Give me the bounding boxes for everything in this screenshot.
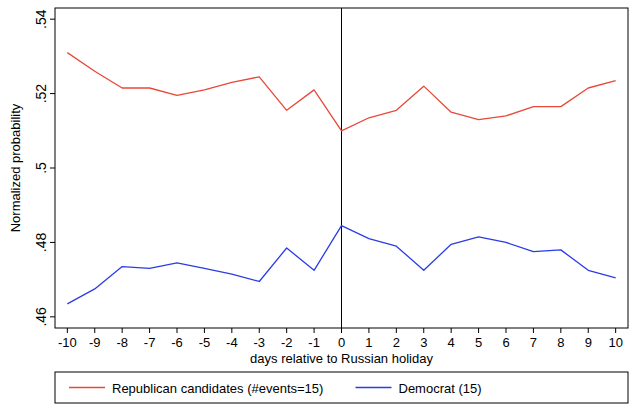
- x-tick: [368, 328, 369, 333]
- x-tick: [177, 328, 178, 333]
- x-tick-label: 9: [585, 335, 592, 350]
- x-tick: [560, 328, 561, 333]
- x-tick-label: -10: [58, 335, 77, 350]
- x-tick-label: 4: [448, 335, 455, 350]
- y-axis-label: Normalized probability: [8, 103, 23, 232]
- y-tick: [50, 168, 55, 169]
- x-tick: [231, 328, 232, 333]
- plot-area: [67, 8, 615, 328]
- x-tick-label: -1: [308, 335, 320, 350]
- x-tick: [615, 328, 616, 333]
- x-tick: [396, 328, 397, 333]
- x-tick: [286, 328, 287, 333]
- y-tick-label: .52: [33, 84, 49, 104]
- x-tick-label: 6: [502, 335, 509, 350]
- x-tick: [122, 328, 123, 333]
- x-tick: [588, 328, 589, 333]
- y-tick-label: .46: [33, 307, 49, 327]
- x-tick: [314, 328, 315, 333]
- x-tick: [423, 328, 424, 333]
- y-tick-label: .54: [33, 9, 49, 29]
- x-axis-label: days relative to Russian holiday: [250, 351, 433, 366]
- x-tick-label: 3: [420, 335, 427, 350]
- x-tick-label: -4: [226, 335, 238, 350]
- x-tick: [204, 328, 205, 333]
- x-tick-label: -8: [116, 335, 128, 350]
- x-tick-label: 8: [557, 335, 564, 350]
- x-tick: [67, 328, 68, 333]
- x-tick: [341, 328, 342, 333]
- y-tick-label: .48: [33, 232, 49, 252]
- series-line: [67, 53, 615, 131]
- series-line: [67, 226, 615, 304]
- legend-label: Republican candidates (#events=15): [112, 381, 323, 396]
- x-tick: [94, 328, 95, 333]
- y-tick: [50, 93, 55, 94]
- x-tick: [451, 328, 452, 333]
- x-tick-label: -2: [281, 335, 293, 350]
- x-tick-label: 2: [393, 335, 400, 350]
- legend-label: Democrat (15): [399, 381, 482, 396]
- x-tick: [149, 328, 150, 333]
- legend-swatch: [356, 387, 392, 388]
- plot-frame: [55, 8, 628, 328]
- x-tick: [533, 328, 534, 333]
- x-tick-label: 7: [530, 335, 537, 350]
- x-tick-label: -7: [144, 335, 156, 350]
- y-tick-label: .5: [33, 162, 49, 174]
- legend-box: [55, 372, 628, 403]
- x-tick: [259, 328, 260, 333]
- y-tick: [50, 242, 55, 243]
- x-tick: [478, 328, 479, 333]
- x-tick-label: -3: [253, 335, 265, 350]
- x-tick-label: -5: [199, 335, 211, 350]
- x-tick-label: 5: [475, 335, 482, 350]
- y-tick: [50, 316, 55, 317]
- x-tick-label: 1: [365, 335, 372, 350]
- chart: .46.48.5.52.54-10-9-8-7-6-5-4-3-2-101234…: [0, 0, 640, 412]
- y-tick: [50, 19, 55, 20]
- x-tick-label: -6: [171, 335, 183, 350]
- x-tick: [505, 328, 506, 333]
- x-tick-label: 10: [608, 335, 622, 350]
- x-tick-label: -9: [89, 335, 101, 350]
- legend-swatch: [69, 387, 105, 388]
- reference-line: [341, 8, 342, 328]
- x-tick-label: 0: [338, 335, 345, 350]
